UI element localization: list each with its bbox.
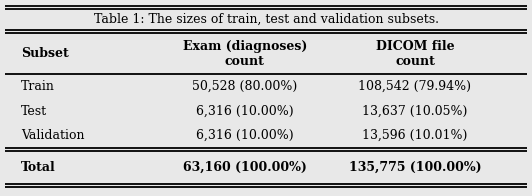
Text: 13,637 (10.05%): 13,637 (10.05%) [362, 105, 468, 118]
Text: 63,160 (100.00%): 63,160 (100.00%) [183, 161, 306, 174]
Text: Table 1: The sizes of train, test and validation subsets.: Table 1: The sizes of train, test and va… [94, 13, 438, 26]
Text: 108,542 (79.94%): 108,542 (79.94%) [359, 80, 471, 93]
Text: Validation: Validation [21, 129, 85, 142]
Text: 6,316 (10.00%): 6,316 (10.00%) [196, 129, 294, 142]
Text: 135,775 (100.00%): 135,775 (100.00%) [348, 161, 481, 174]
Text: Exam (diagnoses)
count: Exam (diagnoses) count [182, 40, 307, 68]
Text: Total: Total [21, 161, 56, 174]
Text: Test: Test [21, 105, 47, 118]
Text: DICOM file
count: DICOM file count [376, 40, 454, 68]
Text: 50,528 (80.00%): 50,528 (80.00%) [192, 80, 297, 93]
Text: 6,316 (10.00%): 6,316 (10.00%) [196, 105, 294, 118]
Text: Subset: Subset [21, 47, 69, 60]
Text: Train: Train [21, 80, 55, 93]
Text: 13,596 (10.01%): 13,596 (10.01%) [362, 129, 468, 142]
